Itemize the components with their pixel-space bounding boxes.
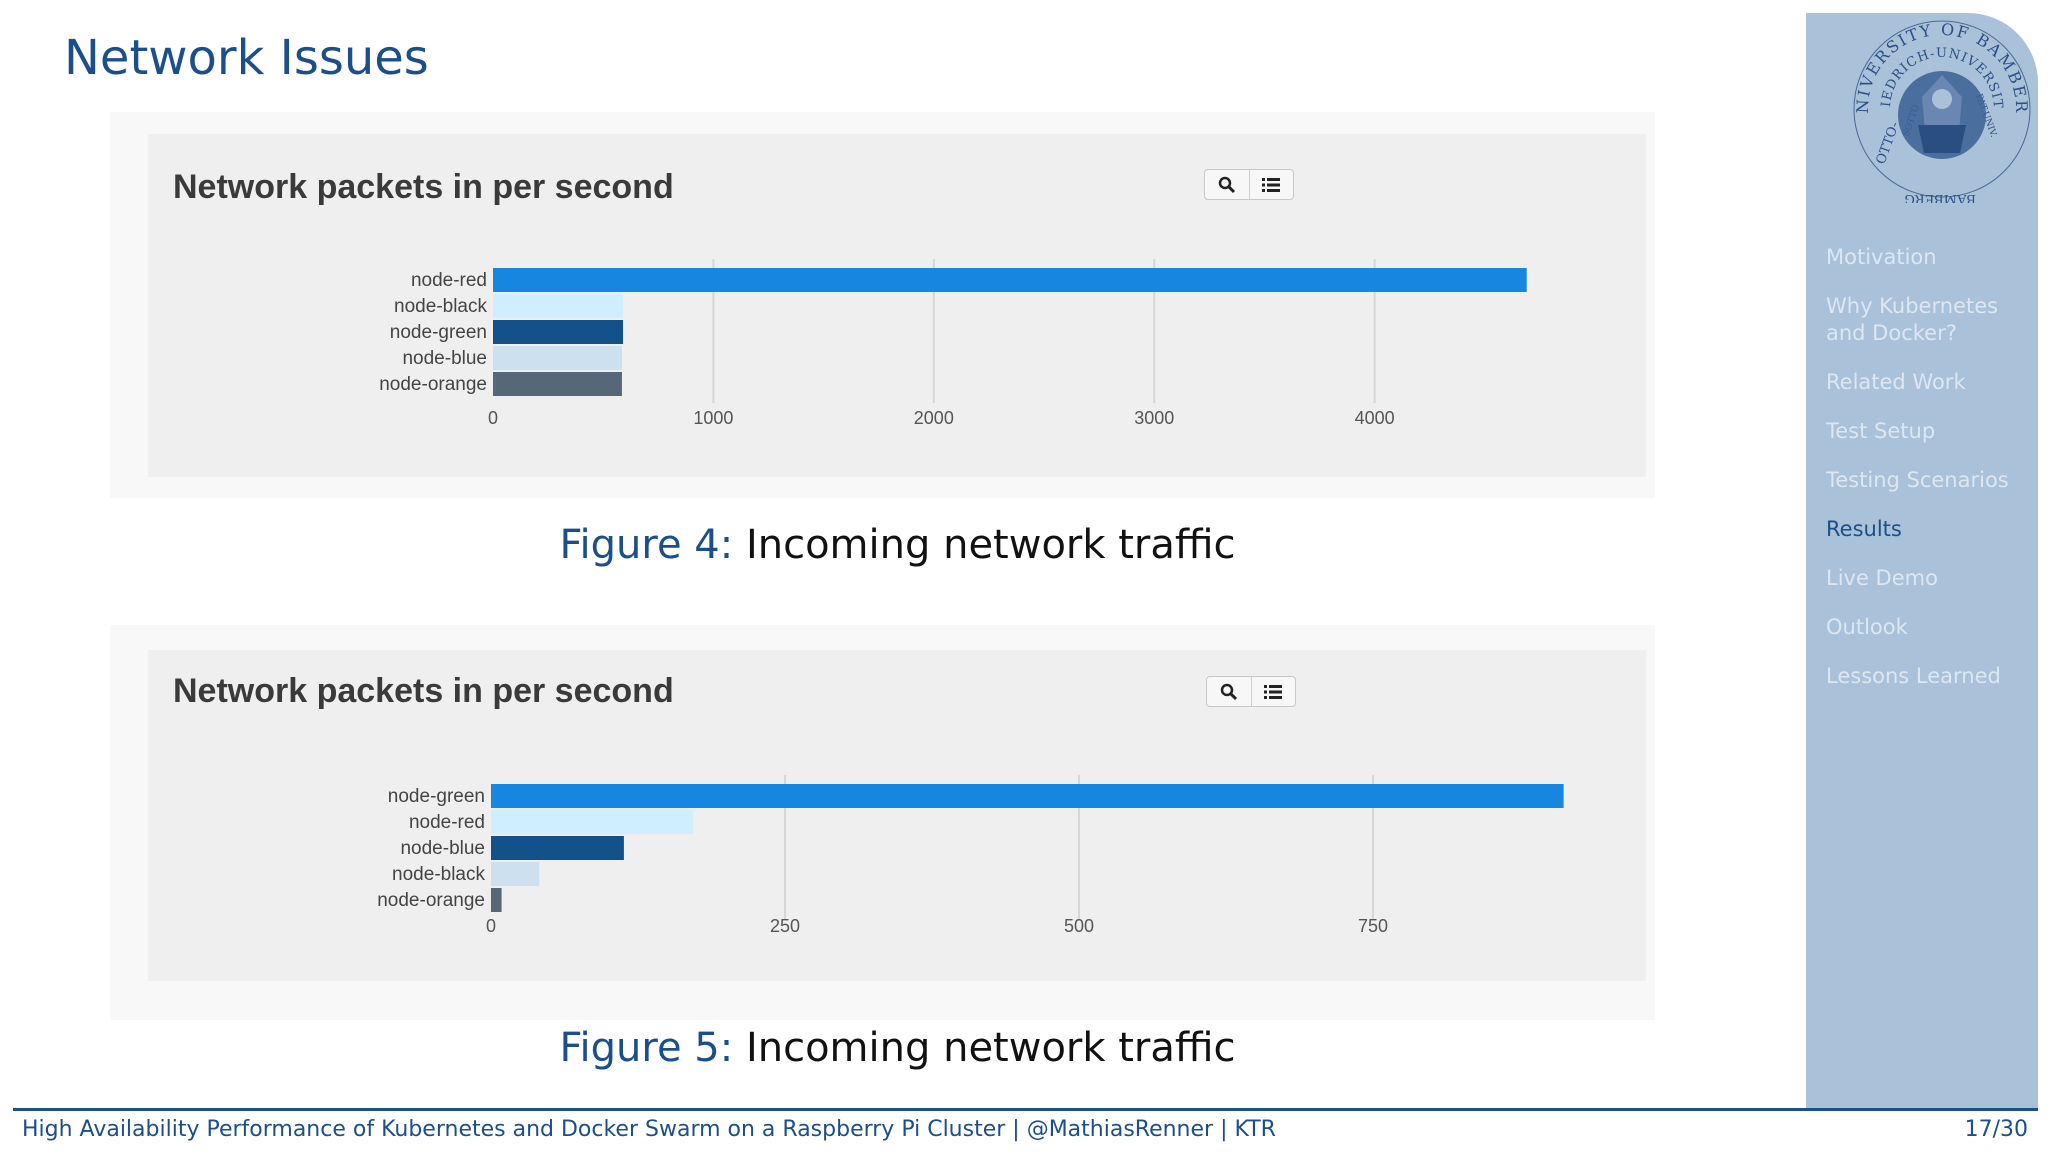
caption-text: Incoming network traffic: [745, 522, 1236, 568]
footer-title: High Availability Performance of Kuberne…: [22, 1117, 1276, 1142]
category-label: node-orange: [379, 374, 487, 395]
figure-5-caption: Figure 5: Incoming network traffic: [0, 1025, 1795, 1071]
x-tick-label: 0: [488, 408, 498, 428]
figure-4-caption: Figure 4: Incoming network traffic: [0, 522, 1795, 568]
sidebar: UNIVERSITY OF BAMBERG FRIEDRICH-UNIVERSI…: [1806, 13, 2038, 1111]
figure-4-panel: Network packets in per second node-red no…: [110, 112, 1655, 498]
list-icon: [1262, 177, 1281, 192]
category-label: node-green: [388, 786, 485, 807]
category-label: node-black: [392, 864, 485, 885]
sidebar-nav: Motivation Why Kubernetes and Docker? Re…: [1826, 244, 2038, 712]
category-label: node-black: [394, 296, 487, 317]
bar: [491, 810, 694, 834]
chart-toolbar: [1206, 676, 1296, 707]
bar: [491, 836, 624, 860]
x-tick-label: 1000: [693, 408, 733, 428]
x-tick-label: 250: [770, 916, 800, 936]
search-icon: [1218, 176, 1235, 193]
sidebar-item-outlook[interactable]: Outlook: [1826, 615, 1908, 639]
sidebar-item-live-demo[interactable]: Live Demo: [1826, 566, 1938, 590]
bar: [491, 888, 502, 912]
sidebar-item-related-work[interactable]: Related Work: [1826, 370, 1966, 394]
chart-toolbar: [1204, 169, 1294, 200]
caption-label: Figure 5:: [559, 1025, 734, 1071]
x-tick-label: 0: [486, 916, 496, 936]
bar: [493, 294, 624, 318]
caption-label: Figure 4:: [559, 522, 734, 568]
category-label: node-red: [411, 270, 487, 291]
slide-title: Network Issues: [64, 30, 429, 86]
chart-card-2: Network packets in per second node-green…: [148, 650, 1646, 981]
bar: [493, 268, 1527, 292]
search-button[interactable]: [1207, 677, 1252, 706]
search-button[interactable]: [1205, 170, 1250, 199]
bar: [493, 372, 622, 396]
search-icon: [1220, 683, 1237, 700]
list-icon: [1264, 684, 1283, 699]
category-label: node-red: [409, 812, 485, 833]
chart-title: Network packets in per second: [173, 168, 674, 206]
x-tick-label: 3000: [1134, 408, 1174, 428]
list-button[interactable]: [1252, 677, 1296, 706]
chart-card-1: Network packets in per second node-red no…: [148, 134, 1646, 477]
sidebar-item-results[interactable]: Results: [1826, 517, 1902, 541]
chart-title: Network packets in per second: [173, 672, 674, 710]
svg-text:OTTO-: OTTO-: [1874, 120, 1903, 166]
svg-text:BAMBERG: BAMBERG: [1905, 191, 1976, 203]
category-label: node-green: [390, 322, 487, 343]
x-tick-label: 2000: [914, 408, 954, 428]
bar: [493, 320, 624, 344]
sidebar-item-lessons-learned[interactable]: Lessons Learned: [1826, 664, 2001, 688]
caption-text: Incoming network traffic: [745, 1025, 1236, 1071]
sidebar-item-test-setup[interactable]: Test Setup: [1826, 419, 1936, 443]
bar-chart-1: node-red node-black node-green node-blue nod…: [379, 259, 1527, 428]
x-tick-label: 4000: [1355, 408, 1395, 428]
list-button[interactable]: [1250, 170, 1294, 199]
bar: [493, 346, 622, 370]
category-label: node-blue: [402, 348, 487, 369]
sidebar-item-why-kubernetes-and-docker[interactable]: Why Kubernetes and Docker?: [1826, 294, 1999, 345]
x-tick-label: 500: [1064, 916, 1094, 936]
category-label: node-blue: [400, 838, 485, 859]
bar-chart-2: node-green node-red node-blue node-black nod…: [377, 775, 1564, 936]
x-tick-label: 750: [1358, 916, 1388, 936]
figure-5-panel: Network packets in per second node-green…: [110, 625, 1655, 1020]
footer-rule: [13, 1108, 2038, 1111]
category-label: node-orange: [377, 890, 485, 911]
page-number: 17/30: [1964, 1117, 2028, 1142]
bar: [491, 862, 540, 886]
bar: [491, 784, 1564, 808]
sidebar-item-testing-scenarios[interactable]: Testing Scenarios: [1826, 468, 2009, 492]
sidebar-item-motivation[interactable]: Motivation: [1826, 245, 1937, 269]
university-seal-logo: UNIVERSITY OF BAMBERG FRIEDRICH-UNIVERSI…: [1848, 15, 2031, 203]
